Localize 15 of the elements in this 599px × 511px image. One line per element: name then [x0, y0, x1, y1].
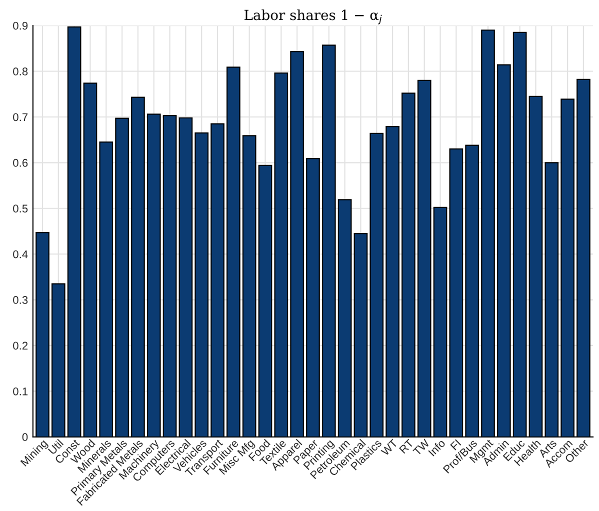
y-tick-label: 0.4 — [13, 250, 28, 258]
x-tick-label: WT — [380, 438, 398, 456]
y-tick-label: 0.5 — [13, 204, 28, 213]
y-tick-label: 0 — [22, 433, 28, 442]
y-tick-label: 0.3 — [13, 296, 28, 304]
chart-title: Labor shares 1 − α$_{j}$ — [244, 9, 382, 24]
x-tick-label: Info — [428, 438, 446, 456]
x-tick-label: TW — [412, 438, 430, 456]
y-tick-label: 0.6 — [13, 158, 28, 167]
x-tick-label: RT — [399, 438, 414, 454]
y-tick-label: 0.8 — [13, 68, 28, 76]
y-tick-label: 0.1 — [13, 387, 28, 396]
y-tick-label: 0.2 — [13, 342, 28, 350]
y-tick-label: 0.9 — [13, 22, 28, 30]
y-tick-label: 0.7 — [13, 113, 28, 122]
